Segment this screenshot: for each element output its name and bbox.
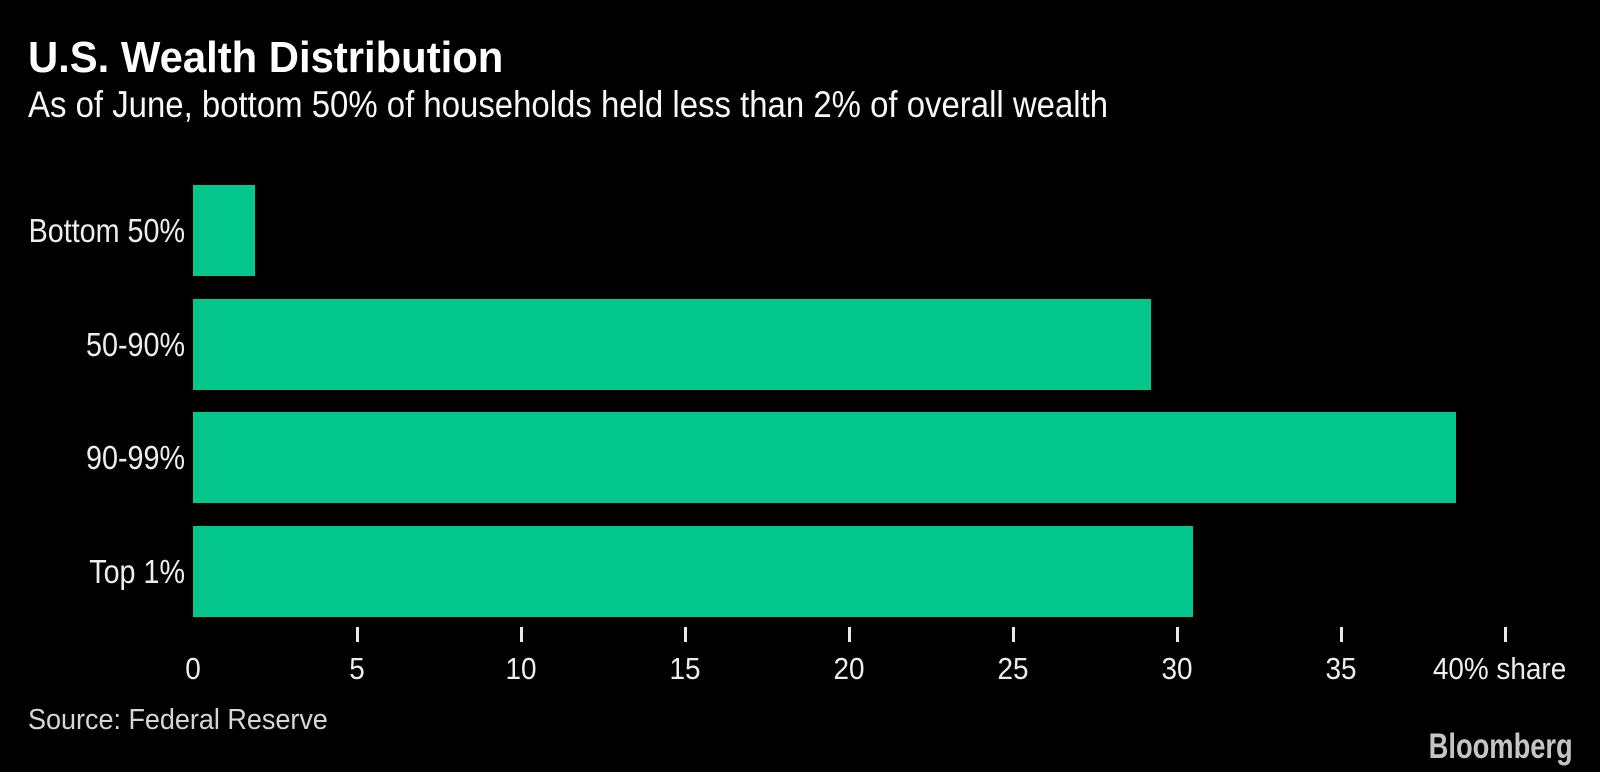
chart-subtitle: As of June, bottom 50% of households hel… xyxy=(28,84,1109,125)
axis-tick-label: 30 xyxy=(1161,651,1193,686)
axis-tick xyxy=(356,627,359,642)
category-label: Top 1% xyxy=(89,552,185,590)
axis-tick xyxy=(1340,627,1343,642)
axis-tick xyxy=(1176,627,1179,642)
bloomberg-logo: Bloomberg xyxy=(1428,727,1573,766)
axis-tick-label: 5 xyxy=(349,651,365,686)
category-label: Bottom 50% xyxy=(28,211,185,249)
axis-tick xyxy=(1012,627,1015,642)
axis-tick-label: 40% share xyxy=(1432,651,1566,686)
axis-tick-label: 15 xyxy=(669,651,701,686)
bar xyxy=(193,299,1151,390)
axis-tick xyxy=(1504,627,1507,642)
axis-tick xyxy=(684,627,687,642)
category-label: 90-99% xyxy=(86,438,185,476)
category-label: 50-90% xyxy=(86,325,185,363)
source-note: Source: Federal Reserve xyxy=(28,704,328,736)
axis-tick-label: 0 xyxy=(185,651,201,686)
bar xyxy=(193,526,1193,617)
bar xyxy=(193,185,255,276)
axis-tick-label: 35 xyxy=(1325,651,1357,686)
axis-tick-label: 10 xyxy=(505,651,537,686)
axis-tick-label: 25 xyxy=(997,651,1029,686)
chart-title: U.S. Wealth Distribution xyxy=(28,33,504,82)
axis-tick-label: 20 xyxy=(833,651,865,686)
bar xyxy=(193,412,1456,503)
axis-tick xyxy=(848,627,851,642)
axis-tick xyxy=(520,627,523,642)
